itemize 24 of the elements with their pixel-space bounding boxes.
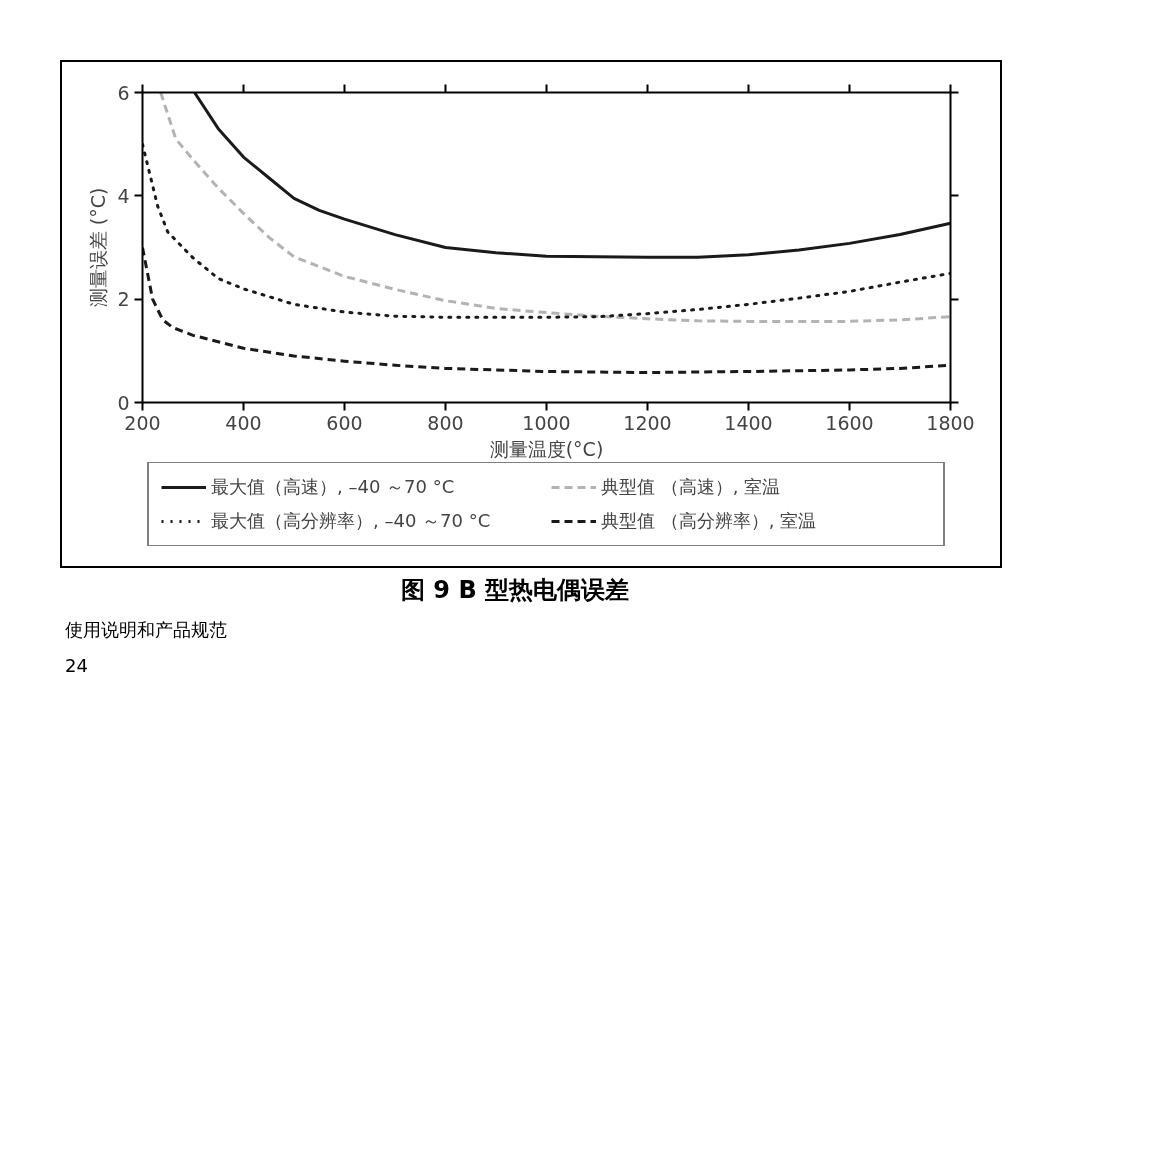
x-tick-label: 1000 <box>522 411 571 434</box>
x-tick-label: 200 <box>124 411 161 434</box>
y-tick-label: 4 <box>117 184 130 207</box>
x-tick-label: 800 <box>427 411 464 434</box>
text: 图 9 B 型热电偶误差 <box>400 575 630 606</box>
y-tick-label: 0 <box>117 391 130 414</box>
x-tick-label: 1200 <box>623 411 672 434</box>
legend-label: 典型值 （高速）, 室温 <box>601 475 782 499</box>
line-series <box>193 92 951 259</box>
text: 24 <box>65 654 88 678</box>
x-tick-label: 1800 <box>926 411 975 434</box>
legend-label: 最大值（高分辨率）, –40 ～70 °C <box>211 509 492 533</box>
x-tick-label: 1600 <box>825 411 874 434</box>
y-axis-title: 测量误差 (°C) <box>87 187 110 308</box>
line-series <box>159 92 951 323</box>
legend-label: 典型值 （高分辨率）, 室温 <box>601 509 818 533</box>
x-tick-label: 1400 <box>724 411 773 434</box>
x-tick-label: 600 <box>326 411 363 434</box>
text: 使用说明和产品规范 <box>65 618 227 643</box>
x-axis-title: 测量温度(°C) <box>489 437 604 460</box>
x-tick-label: 400 <box>225 411 262 434</box>
y-tick-label: 6 <box>117 81 130 104</box>
legend-label: 最大值（高速）, –40 ～70 °C <box>211 475 456 499</box>
y-tick-label: 2 <box>117 288 130 311</box>
